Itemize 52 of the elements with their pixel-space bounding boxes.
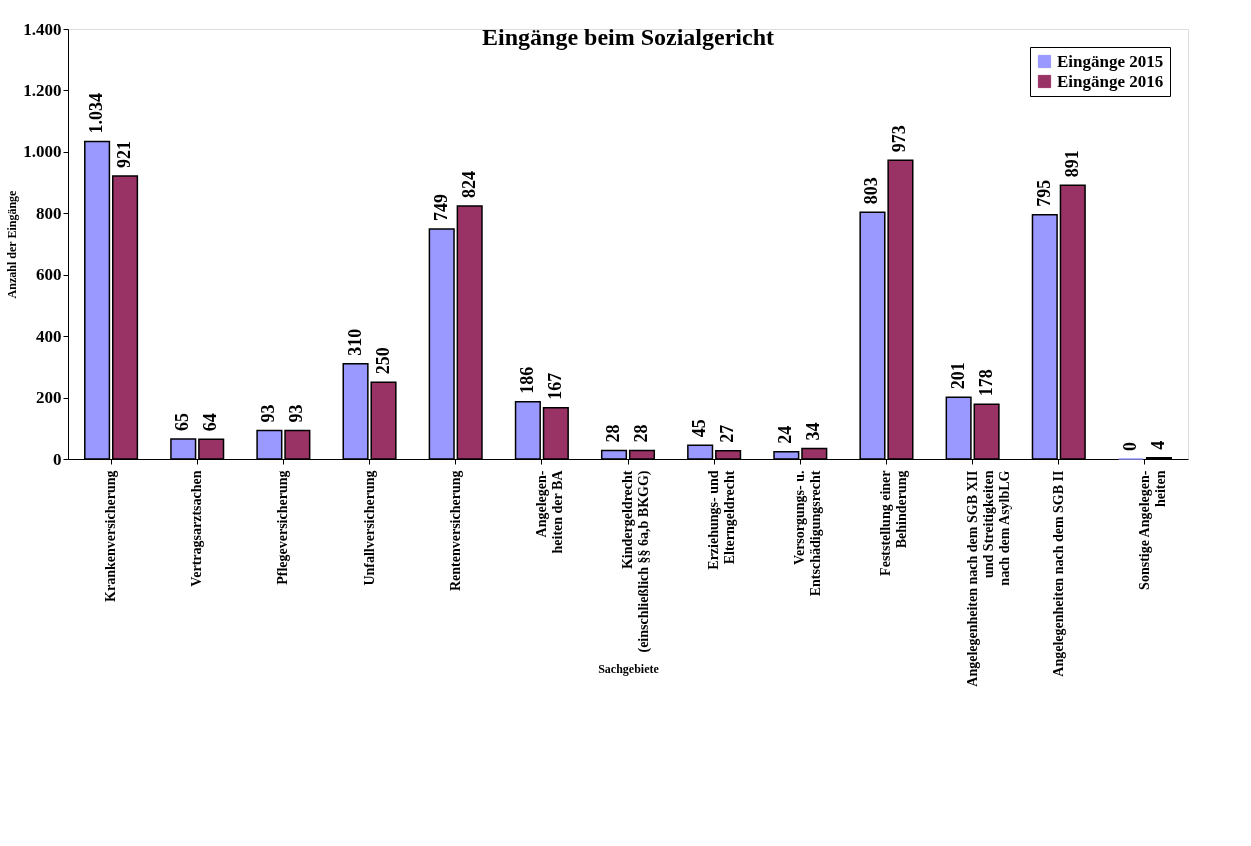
x-tick-label: Krankenversicherung (103, 470, 119, 602)
data-label: 201 (947, 362, 968, 390)
data-label: 27 (717, 424, 738, 443)
y-tick-label: 600 (36, 265, 62, 285)
data-label: 749 (430, 193, 451, 221)
x-tick-label: Kindergeldrecht (einschließlich §§ 6a,b BKGG) (620, 470, 652, 653)
data-label: 973 (889, 125, 910, 153)
data-label: 250 (372, 347, 393, 375)
data-label: 803 (861, 177, 882, 205)
y-tick-label: 1.000 (23, 142, 62, 162)
data-label: 93 (286, 404, 307, 423)
data-label: 64 (200, 413, 221, 432)
data-label: 1.034 (86, 92, 107, 134)
y-tick-label: 1.400 (23, 19, 62, 39)
x-tick-label: Angelegenheiten nach dem SGB XII und Streitigkeiten nach dem AsylbLG (964, 470, 1012, 687)
legend-label: Eingänge 2015 (1057, 51, 1164, 71)
data-label: 28 (630, 424, 651, 443)
x-tick-label: Rentenversicherung (447, 470, 463, 592)
legend-label: Eingänge 2016 (1057, 71, 1164, 91)
data-label: 824 (458, 170, 479, 198)
data-label: 4 (1147, 440, 1168, 450)
y-tick-label: 400 (36, 326, 62, 346)
y-tick-label: 800 (36, 203, 62, 223)
x-tick-label: Versorgungs- u. Entschädigungsrecht (792, 470, 824, 597)
data-label: 795 (1033, 179, 1054, 207)
data-label: 34 (803, 422, 824, 441)
y-tick-label: 0 (53, 449, 62, 469)
data-label: 0 (1119, 442, 1140, 451)
chart-title: Eingänge beim Sozialgericht (482, 24, 774, 50)
data-label: 178 (975, 369, 996, 397)
x-tick-label: Sonstige Angelegen- heiten (1136, 470, 1168, 590)
x-axis-title: Sachgebiete (598, 661, 660, 676)
x-tick-label: Pflegeversicherung (275, 470, 291, 585)
y-tick-label: 200 (36, 388, 62, 408)
data-label: 45 (689, 419, 710, 438)
x-tick-label: Vertragsarztsachen (189, 470, 205, 587)
data-label: 921 (114, 141, 135, 169)
x-tick-label: Feststellung einer Behinderung (878, 470, 910, 576)
x-tick-label: Angelegen- heiten der BA (533, 469, 565, 554)
data-label: 93 (258, 404, 279, 423)
data-label: 167 (544, 372, 565, 400)
data-label: 186 (516, 366, 537, 394)
data-label: 310 (344, 328, 365, 356)
x-tick-label: Erziehungs- und Elterngeldrecht (706, 470, 738, 570)
x-tick-label: Angelegenheiten nach dem SGB II (1050, 470, 1066, 677)
data-label: 891 (1061, 150, 1082, 178)
y-tick-label: 1.200 (23, 80, 62, 100)
data-label: 28 (603, 424, 624, 443)
data-label: 24 (775, 425, 796, 444)
x-tick-label: Unfallversicherung (361, 470, 377, 586)
data-label: 65 (172, 413, 193, 432)
y-axis-title: Anzahl der Eingänge (5, 189, 20, 299)
